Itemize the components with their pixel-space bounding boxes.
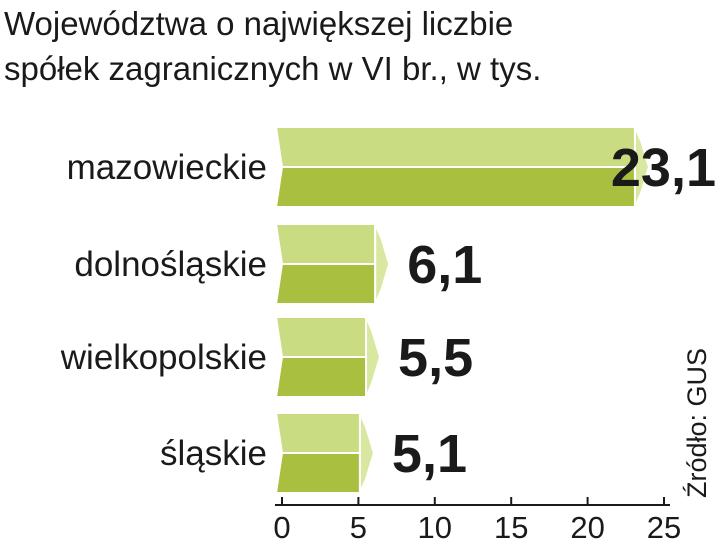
x-tick-label: 15 [494,510,528,544]
value-label: 5,5 [398,328,473,388]
chart-title-line-1: Województwa o największej liczbie [4,5,513,42]
bar-bottom-half [274,452,361,494]
category-label: śląskie [160,434,267,473]
bar-end-face [358,412,375,494]
chart-title-line-2: spółek zagranicznych w VI br., w tys. [4,50,541,87]
x-tick-label: 0 [273,510,290,544]
category-label: dolnośląskie [74,245,267,284]
bar-top-half [274,223,377,265]
bar-top-half [274,316,368,358]
bar-top-half [274,412,361,454]
source-label: Źródło: GUS [682,348,712,498]
category-label: mazowieckie [67,148,267,187]
x-tick-label: 20 [570,510,604,544]
x-tick-label: 5 [350,510,367,544]
bar-end-face [633,126,651,208]
bar-group [274,223,391,305]
bar-bottom-half [274,263,377,305]
category-label: wielkopolskie [60,338,267,377]
bar-group [274,412,375,494]
value-label: 6,1 [407,235,482,295]
bars-group: mazowieckie 23,1 dolnośląskie 6,1 wielkopols… [60,126,716,494]
bar-top-half [274,126,636,168]
bar-bottom-half [274,166,636,208]
value-label: 23,1 [611,138,716,198]
value-label: 5,1 [392,424,467,484]
bar-bottom-half [274,356,368,398]
bar-group [274,126,651,208]
x-tick-label: 25 [647,510,681,544]
bar-end-face [374,223,391,305]
x-axis: 0 5 10 15 20 25 [273,497,681,544]
bar-end-face [365,316,382,398]
bar-group [274,316,382,398]
x-tick-label: 10 [418,510,452,544]
